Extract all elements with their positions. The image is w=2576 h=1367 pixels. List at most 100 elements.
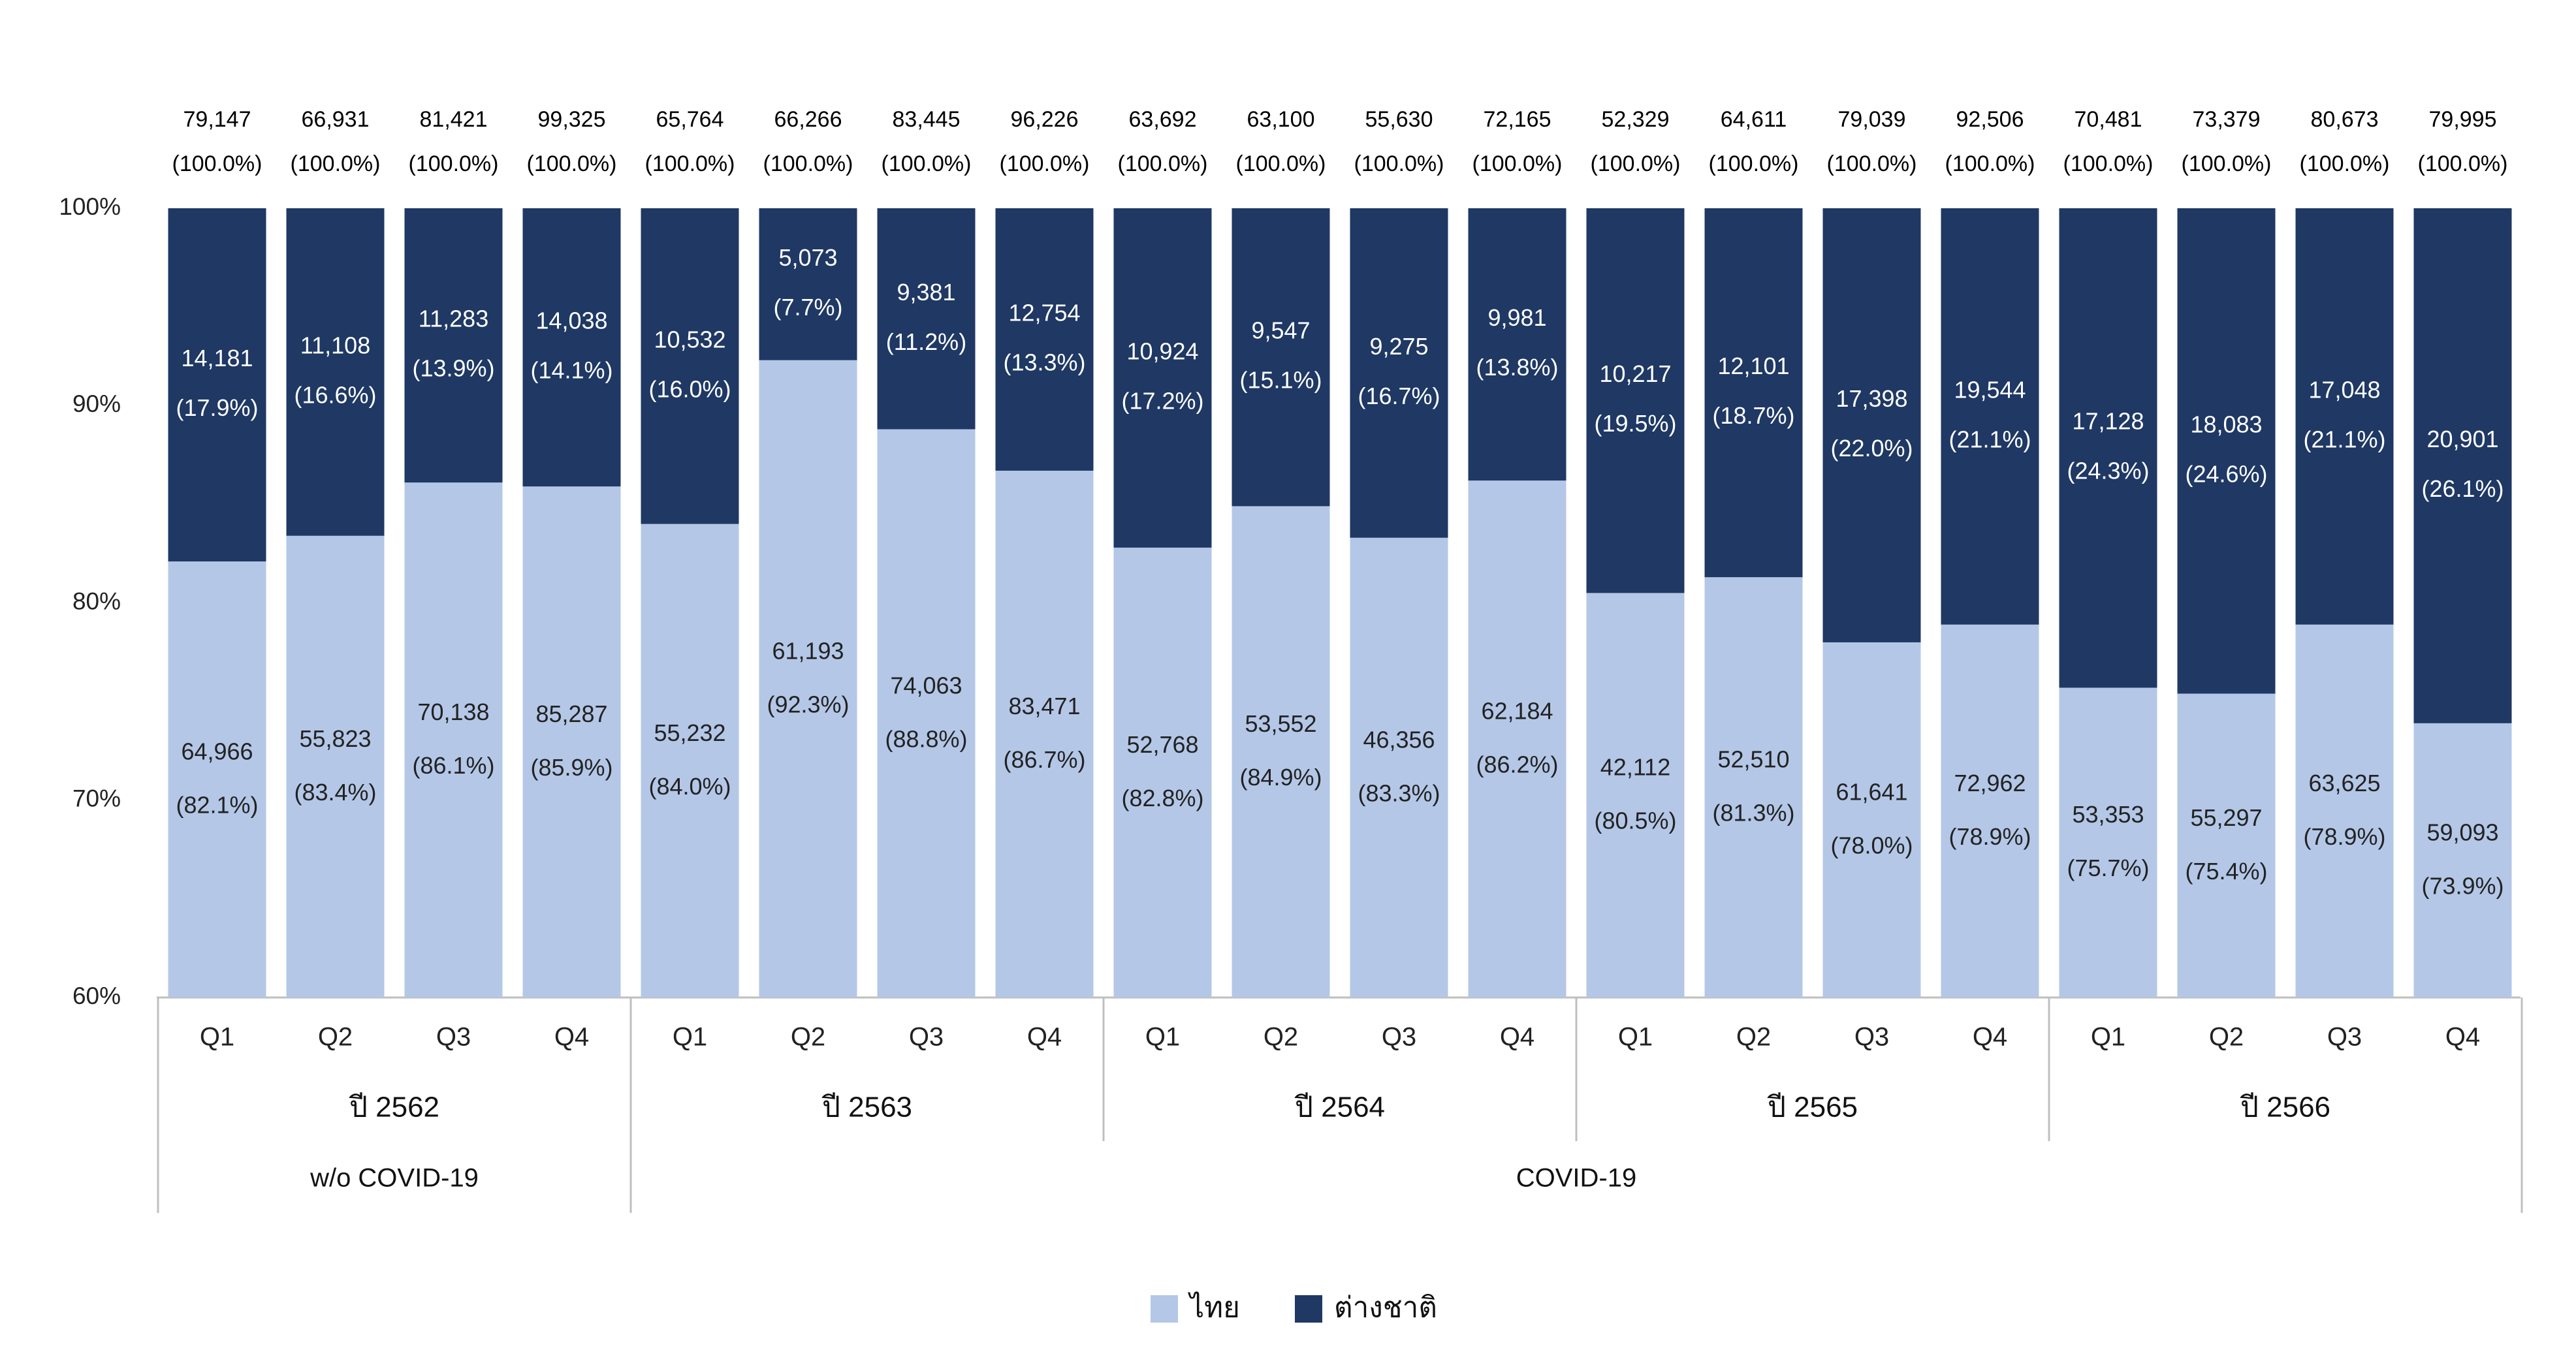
foreign-percent-label: (13.3%) xyxy=(1003,349,1085,376)
foreign-count-label: 9,981 xyxy=(1487,304,1546,331)
x-tick-label: Q3 xyxy=(436,1023,471,1052)
bar-thai xyxy=(1468,480,1566,998)
foreign-count-label: 10,217 xyxy=(1599,360,1671,387)
foreign-count-label: 5,073 xyxy=(778,244,837,271)
total-percent-label: (100.0%) xyxy=(645,151,735,176)
total-percent-label: (100.0%) xyxy=(1236,151,1326,176)
thai-percent-label: (78.0%) xyxy=(1830,832,1913,858)
thai-count-label: 55,297 xyxy=(2190,804,2262,831)
foreign-count-label: 14,038 xyxy=(535,307,607,334)
bar-foreign xyxy=(759,208,857,360)
y-tick-label: 100% xyxy=(59,193,121,220)
bar-thai xyxy=(168,561,266,998)
foreign-percent-label: (17.9%) xyxy=(176,394,258,421)
total-percent-label: (100.0%) xyxy=(2182,151,2272,176)
bar-foreign xyxy=(1941,208,2039,625)
total-count-label: 63,100 xyxy=(1247,107,1315,132)
thai-count-label: 46,356 xyxy=(1363,726,1435,753)
x-tick-label: Q2 xyxy=(1736,1023,1771,1052)
thai-percent-label: (86.7%) xyxy=(1003,746,1085,773)
thai-percent-label: (86.2%) xyxy=(1476,751,1558,778)
thai-percent-label: (92.3%) xyxy=(767,691,849,717)
total-count-label: 83,445 xyxy=(893,107,961,132)
bar-foreign xyxy=(1704,208,1803,578)
thai-count-label: 61,193 xyxy=(772,637,844,664)
total-count-label: 70,481 xyxy=(2075,107,2142,132)
total-count-label: 79,147 xyxy=(183,107,251,132)
bar-foreign xyxy=(286,208,385,536)
thai-percent-label: (85.9%) xyxy=(530,754,612,781)
thai-percent-label: (82.1%) xyxy=(176,792,258,819)
thai-count-label: 42,112 xyxy=(1600,754,1670,781)
foreign-percent-label: (24.6%) xyxy=(2185,460,2267,487)
foreign-percent-label: (21.1%) xyxy=(1948,426,2031,452)
thai-percent-label: (83.3%) xyxy=(1358,779,1440,806)
thai-percent-label: (75.7%) xyxy=(2067,855,2149,881)
total-percent-label: (100.0%) xyxy=(1945,151,2035,176)
total-percent-label: (100.0%) xyxy=(172,151,262,176)
foreign-percent-label: (21.1%) xyxy=(2303,426,2385,452)
bar-thai xyxy=(2177,693,2276,998)
thai-percent-label: (86.1%) xyxy=(412,752,494,779)
foreign-count-label: 11,283 xyxy=(419,306,488,332)
foreign-percent-label: (24.3%) xyxy=(2067,458,2149,484)
foreign-count-label: 11,108 xyxy=(300,332,370,358)
bar-thai xyxy=(2413,723,2512,998)
bar-foreign xyxy=(1822,208,1921,642)
thai-count-label: 64,966 xyxy=(181,738,253,765)
bar-foreign xyxy=(995,208,1094,471)
total-count-label: 81,421 xyxy=(420,107,488,132)
foreign-percent-label: (13.8%) xyxy=(1476,354,1558,381)
thai-count-label: 53,552 xyxy=(1245,710,1316,737)
bar-thai xyxy=(522,486,621,998)
foreign-count-label: 9,547 xyxy=(1251,317,1310,344)
y-tick-label: 90% xyxy=(72,390,121,417)
foreign-percent-label: (7.7%) xyxy=(773,294,842,321)
bar-foreign xyxy=(877,208,976,430)
total-count-label: 96,226 xyxy=(1011,107,1079,132)
total-count-label: 80,673 xyxy=(2311,107,2379,132)
bar-foreign xyxy=(641,208,739,524)
x-tick-label: Q3 xyxy=(909,1023,944,1052)
y-tick-label: 70% xyxy=(72,785,121,812)
x-tick-label: Q1 xyxy=(673,1023,707,1052)
total-percent-label: (100.0%) xyxy=(2418,151,2508,176)
x-tick-label: Q3 xyxy=(2327,1023,2362,1052)
bar-thai xyxy=(995,470,1094,998)
y-tick-label: 60% xyxy=(72,982,121,1009)
foreign-count-label: 12,754 xyxy=(1008,300,1080,326)
bar-thai xyxy=(641,524,739,998)
foreign-percent-label: (16.0%) xyxy=(648,375,731,402)
thai-percent-label: (75.4%) xyxy=(2185,858,2267,885)
x-tick-label: Q1 xyxy=(200,1023,234,1052)
thai-count-label: 70,138 xyxy=(417,699,489,725)
year-label: ปี 2565 xyxy=(1767,1092,1858,1123)
x-tick-label: Q4 xyxy=(1500,1023,1534,1052)
foreign-count-label: 19,544 xyxy=(1954,376,2026,403)
thai-count-label: 63,625 xyxy=(2308,770,2380,796)
total-count-label: 63,692 xyxy=(1129,107,1197,132)
total-percent-label: (100.0%) xyxy=(1472,151,1563,176)
total-percent-label: (100.0%) xyxy=(1118,151,1208,176)
bar-foreign xyxy=(1350,208,1448,538)
bar-foreign xyxy=(522,208,621,487)
thai-count-label: 61,641 xyxy=(1836,778,1907,805)
foreign-count-label: 9,381 xyxy=(897,279,955,306)
year-label: ปี 2566 xyxy=(2240,1092,2330,1123)
bar-thai xyxy=(1586,593,1685,998)
foreign-count-label: 17,128 xyxy=(2072,408,2144,435)
x-tick-label: Q2 xyxy=(791,1023,825,1052)
total-count-label: 55,630 xyxy=(1365,107,1433,132)
bar-thai xyxy=(404,482,503,998)
bar-foreign xyxy=(404,208,503,483)
foreign-percent-label: (15.1%) xyxy=(1239,367,1322,394)
foreign-percent-label: (16.6%) xyxy=(294,381,376,408)
x-tick-label: Q1 xyxy=(1145,1023,1180,1052)
thai-percent-label: (88.8%) xyxy=(885,725,967,752)
bar-foreign xyxy=(2295,208,2394,625)
total-count-label: 66,931 xyxy=(302,107,370,132)
year-label: ปี 2563 xyxy=(821,1092,912,1123)
total-count-label: 66,266 xyxy=(774,107,842,132)
foreign-count-label: 10,532 xyxy=(654,326,725,353)
